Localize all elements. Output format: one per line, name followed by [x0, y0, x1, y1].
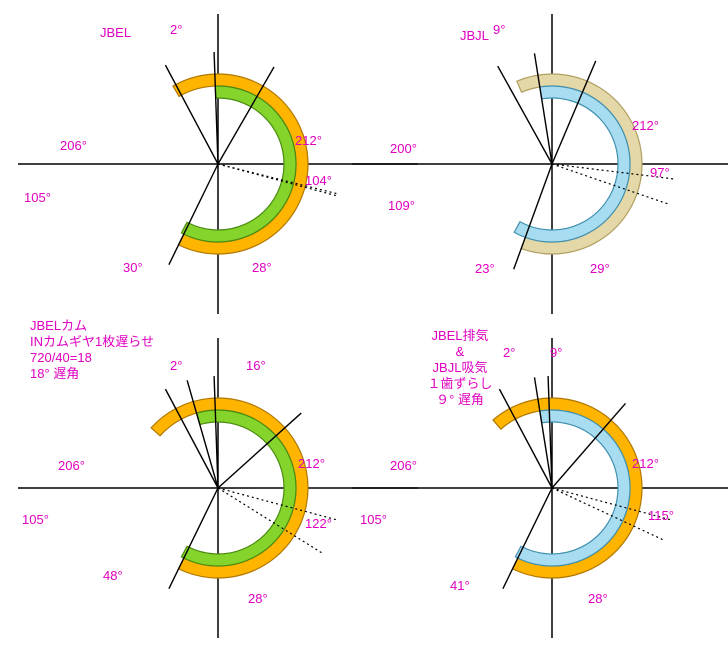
angle-label: 23° [475, 261, 495, 276]
quadrant-bl: 2° 16° 212° 122° 28° 48° 105° 206° JBELカムINカムギヤ1… [18, 318, 418, 638]
angle-label: 28° [588, 591, 608, 606]
angle-label: 9° [493, 22, 505, 37]
angle-label: 28° [252, 260, 272, 275]
radial-dotted-line [218, 488, 336, 520]
angle-label: 105° [24, 190, 51, 205]
angle-label: 206° [60, 138, 87, 153]
angle-label: 97° [650, 165, 670, 180]
angle-label: 122° [305, 516, 332, 531]
angle-label: 104° [305, 173, 332, 188]
angle-label: 2° [170, 358, 182, 373]
angle-label: 212° [298, 456, 325, 471]
angle-label: 105° [360, 512, 387, 527]
angle-label: 200° [390, 141, 417, 156]
angle-label: 28° [248, 591, 268, 606]
radial-line [187, 380, 218, 488]
angle-label: 206° [390, 458, 417, 473]
angle-label: 109° [388, 198, 415, 213]
angle-label: JBJL [460, 28, 489, 43]
angle-label: 115° [648, 508, 674, 523]
angle-label: 206° [58, 458, 85, 473]
angle-label: 9° [550, 345, 562, 360]
annotation-bl: JBELカムINカムギヤ1枚遅らせ720/40=1818° 遅角 [30, 318, 154, 381]
annotation-br: JBEL排気&JBJL吸気１歯ずらし９° 遅角 [427, 328, 492, 407]
angle-label: 2° [503, 345, 515, 360]
angle-label: 212° [295, 133, 322, 148]
angle-label: 212° [632, 118, 659, 133]
angle-label: 212° [632, 456, 659, 471]
angle-label: 41° [450, 578, 470, 593]
angle-label: 105° [22, 512, 49, 527]
quadrant-br: 2° 9° 212° 115° 28° 41° 105° 206° JBEL排気&JBJL吸気１… [352, 328, 728, 638]
angle-label: 48° [103, 568, 123, 583]
angle-label: 16° [246, 358, 266, 373]
angle-label: 29° [590, 261, 610, 276]
angle-label: JBEL [100, 25, 131, 40]
timing-diagrams-canvas: JBEL 2° 212° 104° 28° 30° 105° 206° JBJL 9° 212° 97… [0, 0, 728, 658]
quadrant-tr: JBJL 9° 212° 97° 29° 23° 109° 200° [352, 14, 728, 314]
angle-label: 30° [123, 260, 143, 275]
angle-label: 2° [170, 22, 182, 37]
